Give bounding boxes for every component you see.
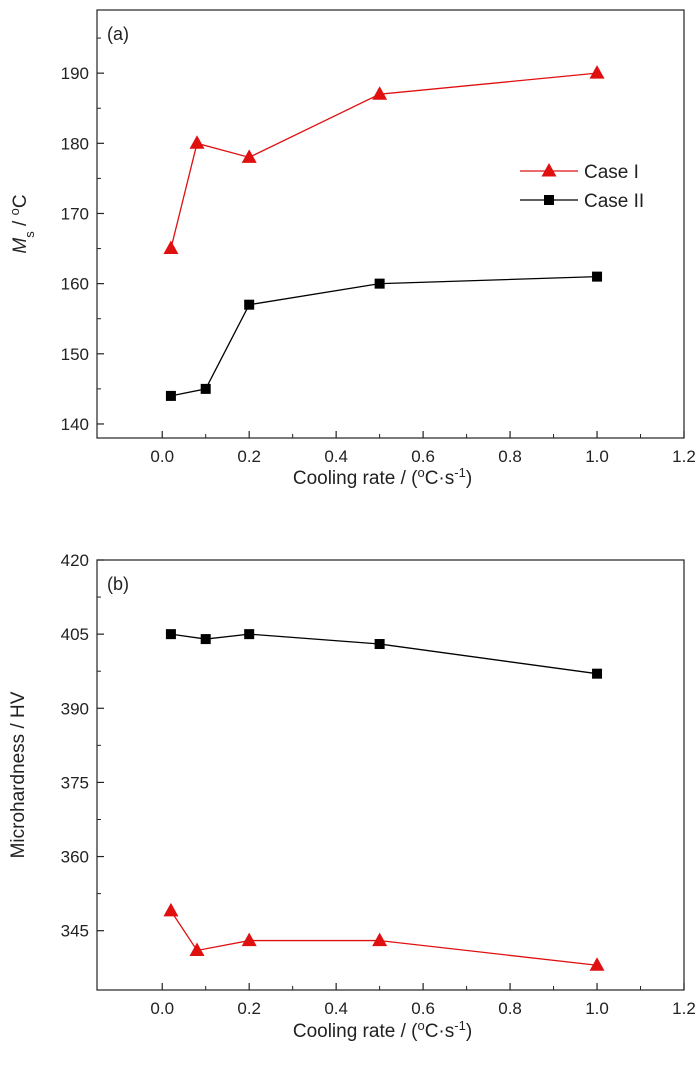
data-point <box>372 932 388 947</box>
series-line <box>170 910 598 966</box>
series-line <box>170 275 598 397</box>
data-point <box>372 86 388 100</box>
legend-item: Case II <box>520 191 644 212</box>
y-tick-label: 375 <box>61 773 89 792</box>
y-tick-label: 345 <box>61 922 89 941</box>
y-tick-label: 160 <box>61 275 89 294</box>
y-tick-label: 390 <box>61 699 89 718</box>
x-tick-label: 0.0 <box>150 999 174 1018</box>
y-tick-label: 170 <box>61 204 89 223</box>
data-point <box>241 149 257 163</box>
chart-panel-b: 0.0 0.2 0.4 0.6 0.8 1.0 1.2 345 360 375 390 405 420 (… <box>8 551 696 1042</box>
y-tick-label: 150 <box>61 345 89 364</box>
x-tick-label: 0.4 <box>324 999 348 1018</box>
x-axis-label: Cooling rate / (oC·s-1) <box>293 1018 472 1043</box>
x-tick-label: 0.6 <box>411 447 435 466</box>
x-tick-label: 0.2 <box>237 447 261 466</box>
plot-frame <box>96 559 685 991</box>
data-point <box>163 902 179 917</box>
x-tick-label: 0.8 <box>498 999 522 1018</box>
legend-label: Case II <box>584 191 644 212</box>
y-tick-label: 360 <box>61 848 89 867</box>
x-tick-label: 0.6 <box>411 999 435 1018</box>
y-axis-label: Ms / oC <box>7 194 37 253</box>
legend-marker <box>541 163 557 177</box>
data-point <box>189 942 205 956</box>
data-point <box>592 668 603 679</box>
panel-label: (a) <box>107 24 129 44</box>
data-point <box>374 639 385 650</box>
data-point <box>165 629 176 640</box>
x-tick-label: 0.2 <box>237 999 261 1018</box>
data-point <box>589 65 605 79</box>
x-tick-label: 0.4 <box>324 447 348 466</box>
data-point <box>374 278 385 289</box>
x-tick-label: 1.2 <box>672 447 696 466</box>
x-axis-label: Cooling rate / (oC·s-1) <box>293 465 472 490</box>
y-tick-label: 190 <box>61 64 89 83</box>
y-tick-label: 420 <box>61 551 89 570</box>
data-point <box>165 390 176 401</box>
series-case-i <box>163 902 605 971</box>
legend-item: Case I <box>520 162 639 183</box>
data-point <box>244 629 255 640</box>
legend: Case I Case II <box>520 162 644 212</box>
data-point <box>189 135 205 149</box>
data-point <box>244 299 255 310</box>
series-case-ii <box>165 271 603 401</box>
legend-marker <box>544 195 554 205</box>
y-tick-label: 140 <box>61 415 89 434</box>
series-case-i <box>163 65 605 255</box>
x-tick-label: 1.2 <box>672 999 696 1018</box>
y-tick-label: 180 <box>61 134 89 153</box>
x-tick-label: 0.0 <box>150 447 174 466</box>
data-point <box>592 271 603 282</box>
plot-frame <box>96 9 685 439</box>
data-point <box>589 957 605 971</box>
x-tick-label: 1.0 <box>585 999 609 1018</box>
x-tick-label: 1.0 <box>585 447 609 466</box>
data-point <box>163 240 179 255</box>
data-point <box>200 383 211 394</box>
data-point <box>241 932 257 947</box>
y-tick-label: 405 <box>61 625 89 644</box>
chart-panel-a: 0.0 0.2 0.4 0.6 0.8 1.0 1.2 140 150 160 170 180 190 (… <box>7 9 696 490</box>
panel-label: (b) <box>107 574 129 594</box>
series-case-ii <box>165 629 603 679</box>
y-axis-label: Microhardness / HV <box>8 691 29 858</box>
legend-label: Case I <box>584 162 639 183</box>
data-point <box>200 634 211 645</box>
x-tick-label: 0.8 <box>498 447 522 466</box>
